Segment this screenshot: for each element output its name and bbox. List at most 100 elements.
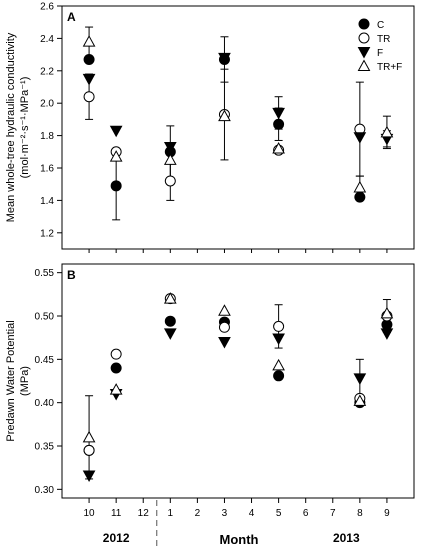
year-label: 2013: [333, 531, 360, 545]
y-tick-label: 1.8: [40, 131, 54, 142]
x-tick-label: 11: [111, 508, 122, 519]
x-axis-title: Month: [220, 532, 259, 547]
y-tick-label: 1.4: [40, 196, 54, 207]
data-point: [164, 315, 176, 327]
x-tick-label: 1: [168, 508, 174, 519]
markers-tr-plus-f: [82, 292, 394, 443]
data-point: [273, 320, 285, 332]
legend-label: TR+F: [377, 62, 402, 73]
data-point: [82, 35, 96, 47]
y-tick-label: 1.2: [40, 228, 54, 239]
data-point: [218, 337, 231, 349]
series-tr: [85, 68, 364, 201]
y-tick-label: 0.35: [35, 442, 55, 453]
data-point: [163, 328, 177, 340]
data-point: [82, 430, 96, 443]
legend-marker: [358, 18, 370, 30]
panel-b: 0.30 0.35 0.40 0.45 0.50 0.55 B Predawn Water P…: [5, 263, 415, 503]
data-point: [163, 141, 177, 154]
data-point: [82, 470, 96, 483]
data-point: [218, 321, 230, 333]
legend-marker: [357, 59, 371, 71]
data-point: [272, 333, 285, 346]
series-c: [112, 36, 283, 221]
data-point: [353, 132, 367, 144]
data-point: [110, 348, 122, 360]
data-point: [272, 142, 285, 154]
x-tick-label: 5: [276, 508, 282, 519]
series-tr-plus-f: [85, 26, 391, 200]
markers-tr: [83, 293, 393, 456]
markers-tr-plus-f: [82, 35, 394, 193]
data-point: [353, 394, 367, 406]
y-axis-title: Predawn Water Potential: [5, 320, 17, 441]
x-tick-label: 10: [84, 508, 96, 519]
x-tick-label: 7: [330, 508, 336, 519]
data-point: [380, 328, 394, 340]
data-point: [164, 175, 176, 187]
data-point: [354, 191, 366, 203]
legend-marker: [357, 47, 371, 59]
x-tick-label: 8: [357, 508, 363, 519]
data-point: [163, 292, 177, 304]
series-f: [274, 96, 391, 148]
y-tick-label: 2.4: [40, 34, 54, 45]
y-tick-label: 2.6: [40, 2, 54, 13]
y-tick-label: 0.30: [35, 485, 55, 496]
data-point: [218, 304, 231, 316]
markers-f: [82, 328, 394, 483]
y-tick-label: 1.6: [40, 164, 54, 175]
data-point: [109, 383, 123, 395]
plot-frame: [61, 5, 415, 250]
y-tick-label: 0.40: [35, 398, 55, 409]
data-point: [109, 125, 123, 138]
series-tr: [274, 299, 391, 349]
data-point: [380, 306, 394, 319]
x-tick-label: 4: [249, 508, 255, 519]
data-point: [83, 53, 95, 65]
data-point: [110, 362, 122, 374]
data-point: [109, 150, 123, 162]
x-tick-label: 3: [222, 508, 228, 519]
x-tick-label: 12: [138, 508, 150, 519]
y-tick-label: 0.50: [35, 312, 55, 323]
data-point: [163, 153, 177, 165]
data-point: [353, 373, 367, 385]
y-tick-label: 2.2: [40, 66, 54, 77]
panel-label: A: [67, 10, 76, 24]
x-tick-label: 9: [384, 508, 390, 519]
legend: C TR F TR+F: [357, 18, 402, 73]
data-point: [83, 91, 95, 103]
panel-a: 1.2 1.4 1.6 1.8 2.0 2.2 2.4 2.6 A Mean whole-tree…: [5, 2, 415, 253]
markers-c: [83, 315, 393, 456]
data-point: [110, 180, 122, 192]
y-tick-label: 2.0: [40, 99, 54, 110]
data-point: [273, 370, 285, 382]
x-tick-label: 6: [303, 508, 309, 519]
data-point: [272, 107, 285, 120]
year-label: 2012: [103, 531, 130, 545]
y-axis-unit: (mol·m⁻²·s⁻¹·MPa⁻¹): [19, 77, 31, 179]
y-tick-label: 0.55: [35, 268, 55, 279]
data-point: [218, 52, 231, 65]
data-point: [83, 444, 95, 456]
data-point: [273, 118, 285, 130]
markers-f: [82, 52, 394, 154]
legend-label: F: [377, 48, 383, 59]
data-point: [380, 125, 394, 138]
y-axis-unit: (MPa): [19, 366, 31, 396]
x-tick-label: 2: [195, 508, 201, 519]
data-point: [218, 109, 231, 122]
y-axis-title: Mean whole-tree hydraulic conductivity: [5, 32, 17, 222]
legend-label: TR: [377, 34, 390, 45]
panel-label: B: [67, 268, 76, 282]
data-point: [82, 73, 96, 86]
data-point: [272, 358, 285, 371]
data-point: [353, 180, 367, 193]
legend-label: C: [377, 20, 384, 31]
legend-marker: [358, 32, 370, 44]
y-tick-label: 0.45: [35, 355, 55, 366]
plot-frame: [61, 263, 415, 499]
